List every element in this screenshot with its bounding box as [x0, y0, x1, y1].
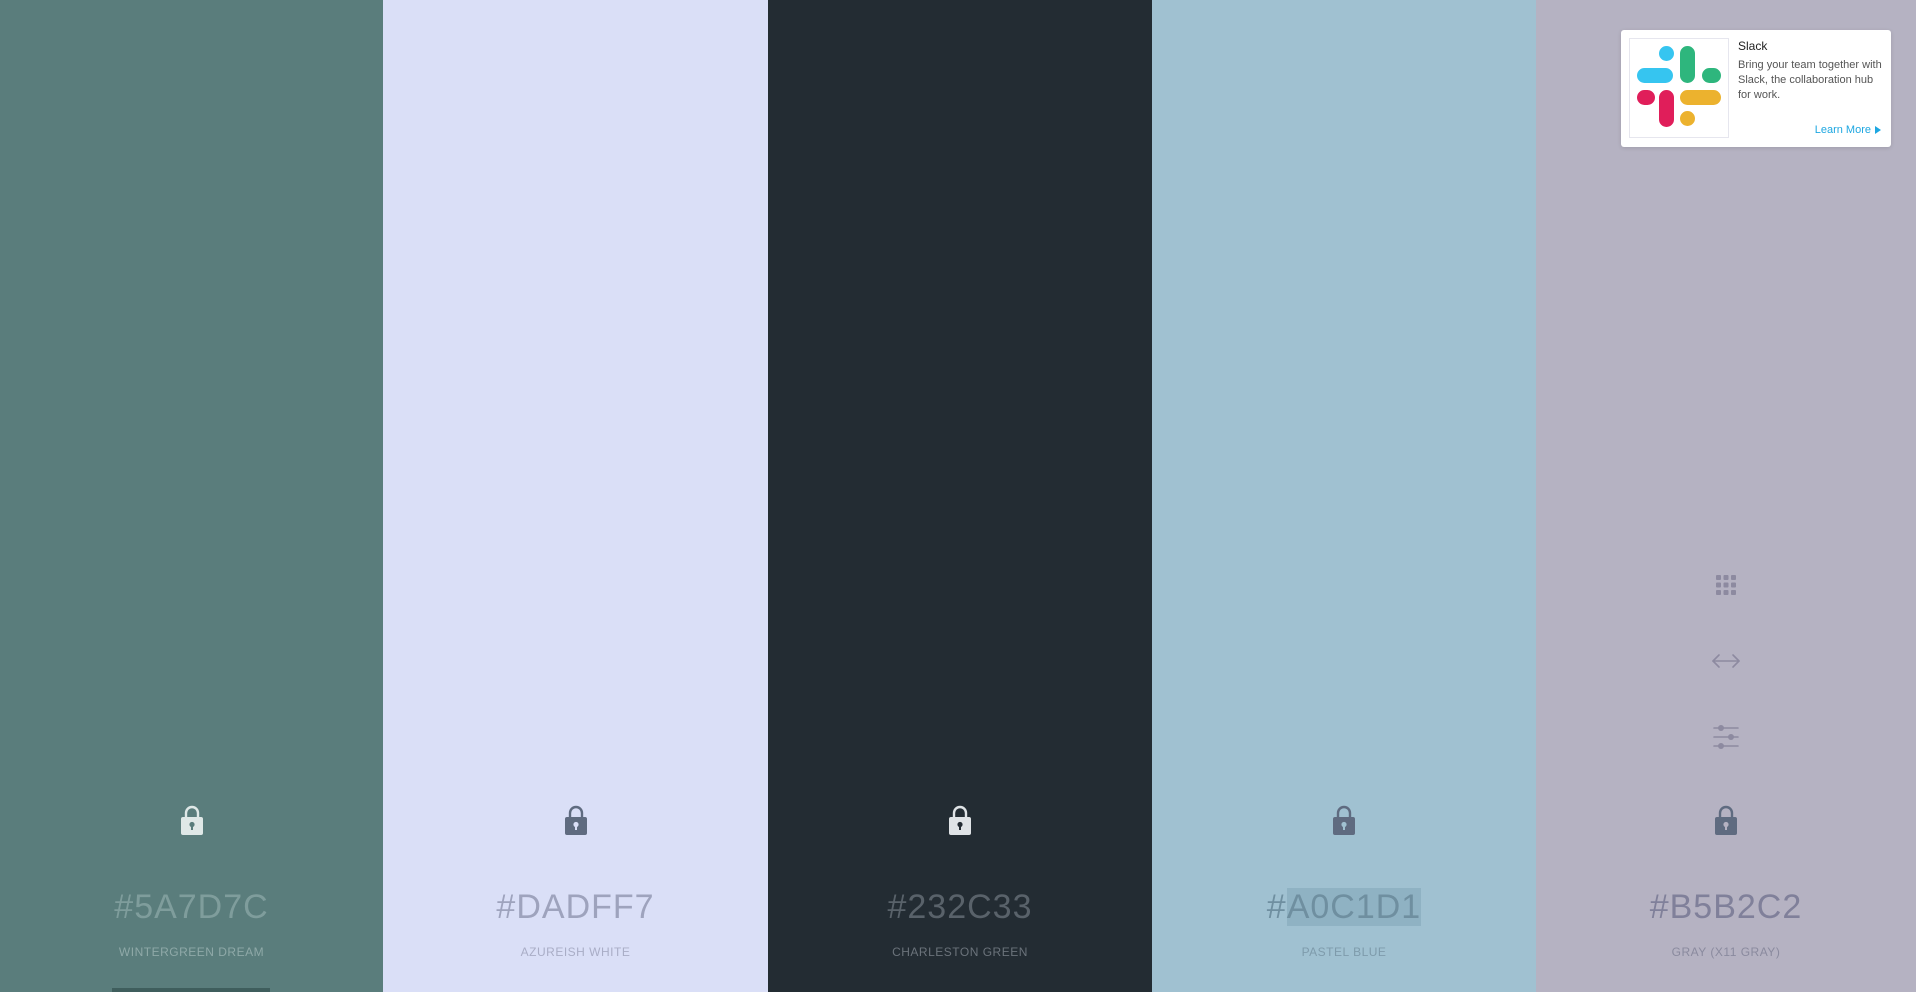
arrows-horizontal-icon[interactable] [1709, 644, 1743, 678]
sliders-icon[interactable] [1709, 720, 1743, 754]
hex-code[interactable]: #DADFF7 [496, 888, 655, 926]
color-name: PASTEL BLUE [1301, 945, 1387, 959]
slack-logo[interactable] [1629, 38, 1729, 138]
color-swatch-2[interactable]: #DADFF7 AZUREISH WHITE [383, 0, 768, 992]
sponsored-ad-card[interactable]: Slack Bring your team together with Slac… [1621, 30, 1891, 147]
hex-code-input[interactable]: #A0C1D1 [1152, 888, 1536, 927]
hex-code[interactable]: #B5B2C2 [1649, 888, 1803, 926]
lock-icon[interactable] [947, 804, 973, 836]
hex-selection: A0C1D1 [1286, 888, 1422, 926]
lock-icon[interactable] [1713, 804, 1739, 836]
hex-code[interactable]: #232C33 [887, 888, 1033, 926]
hex-code[interactable]: #5A7D7C [114, 888, 269, 926]
lock-icon[interactable] [563, 804, 589, 836]
ad-title: Slack [1738, 39, 1768, 53]
color-name: WINTERGREEN DREAM [118, 945, 265, 959]
lock-icon[interactable] [179, 804, 205, 836]
hex-prefix: # [1266, 888, 1287, 926]
lock-icon[interactable] [1331, 804, 1357, 836]
active-indicator [112, 988, 270, 992]
color-name: AZUREISH WHITE [520, 945, 631, 959]
ad-description: Bring your team together with Slack, the… [1738, 59, 1882, 101]
color-swatch-1[interactable]: #5A7D7C WINTERGREEN DREAM [0, 0, 383, 992]
grid-icon[interactable] [1709, 568, 1743, 602]
learn-more-label: Learn More [1814, 124, 1871, 136]
color-name: GRAY (X11 GRAY) [1671, 945, 1781, 959]
color-swatch-3[interactable]: #232C33 CHARLESTON GREEN [768, 0, 1152, 992]
color-name: CHARLESTON GREEN [892, 945, 1028, 959]
caret-right-icon [1875, 126, 1881, 134]
learn-more-link[interactable]: Learn More [1815, 124, 1881, 136]
color-swatch-4[interactable]: #A0C1D1 PASTEL BLUE [1152, 0, 1536, 992]
color-swatch-5[interactable]: #B5B2C2 GRAY (X11 GRAY) [1536, 0, 1916, 992]
